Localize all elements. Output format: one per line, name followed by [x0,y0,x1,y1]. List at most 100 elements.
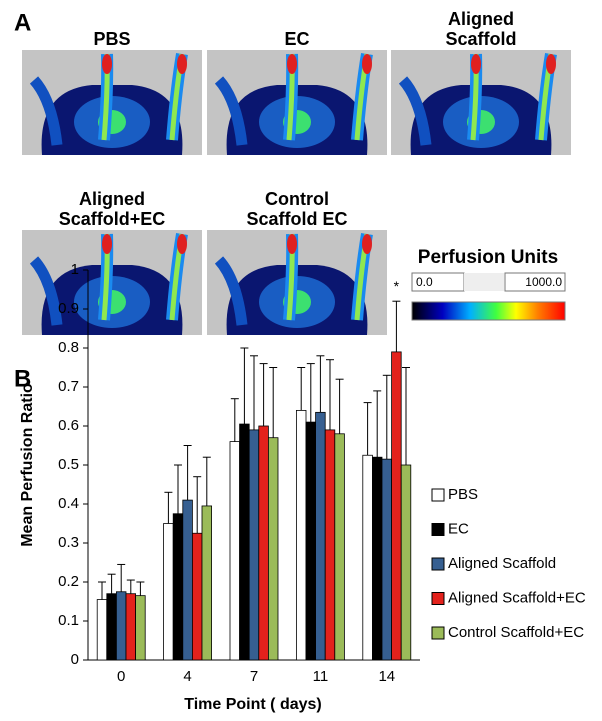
y-tick-label: 0.5 [58,456,79,473]
error-bar [392,300,401,352]
image-label: Scaffold [445,29,516,49]
y-tick-label: 0 [71,651,79,668]
bar [267,437,279,661]
bar [315,411,326,661]
legend-swatch [431,488,445,502]
y-tick-label: 0.3 [58,534,79,551]
bar [400,464,412,661]
panel-label: A [14,9,31,36]
y-tick-label: 1 [71,261,79,278]
x-tick-label: 0 [117,668,125,685]
vessel [398,76,432,146]
vessel-tip [362,234,372,254]
error-bar [297,367,306,411]
bar [258,425,269,661]
x-axis-title: Time Point ( days) [184,696,322,713]
y-tick-label: 0.9 [58,300,79,317]
bar [172,513,184,661]
y-tick-label: 0.6 [58,417,79,434]
error-bar [382,374,391,460]
vessel-tip [102,54,112,74]
error-bar [230,398,239,442]
bar [239,423,250,661]
vessel [29,76,63,146]
legend-swatch [431,557,445,571]
error-bar [335,378,344,434]
panel-label: B [14,365,31,392]
image-label: Aligned [448,9,514,29]
x-tick-label: 14 [378,668,395,685]
vessel-tip [471,54,481,74]
legend-swatch [431,523,445,536]
error-bar [174,464,182,514]
bar [381,458,393,661]
bar [248,429,260,661]
bar [295,409,307,661]
y-tick-label: 0.8 [58,339,79,356]
bar [371,456,383,661]
bar [305,421,317,661]
vessel [29,256,63,326]
error-bar [306,363,315,423]
x-tick-label: 7 [250,668,258,685]
image-label: PBS [93,29,130,49]
image-label: EC [284,29,309,49]
error-bar [126,579,135,594]
bar [125,593,137,661]
image-label: Scaffold EC [246,209,347,229]
image-label: Control [265,189,329,209]
y-tick-label: 0.4 [58,495,79,512]
vessel-tip [287,234,297,254]
bar [163,523,174,661]
error-bar [259,363,268,426]
colorbar-min: 0.0 [416,275,433,289]
error-bar [183,445,192,501]
colorbar-max-box [504,272,566,292]
error-bar [117,563,126,592]
error-bar [98,581,106,600]
error-bar [164,491,173,524]
y-tick-label: 0.1 [58,612,79,629]
bar [182,499,193,661]
bar [324,429,336,661]
bar [191,532,203,661]
perfusion-images: PBS ECAlignedScaffoldAlignedScaffold+ECCo… [22,9,571,335]
legend-label: Aligned Scaffold [448,555,556,572]
vessel-tip [287,54,297,74]
colorbar-title: Perfusion Units [418,247,558,268]
vessel-tip [177,54,187,74]
legend-label: Control Scaffold+EC [448,624,584,641]
colorbar-gap [464,273,504,291]
error-bar [326,359,334,430]
vessel [214,76,248,146]
vessel [214,256,248,326]
image-label: Aligned [79,189,145,209]
y-axis-title: Mean Perfusion Ratio [19,383,36,547]
bar [229,441,241,661]
vessel-tip [177,234,187,254]
bar [106,593,117,661]
annotation: * [394,278,400,294]
colorbar-max: 1000.0 [525,275,562,289]
error-bar [373,390,382,458]
error-bar [250,355,258,430]
error-bar [269,367,278,438]
colorbar [411,301,566,321]
vessel-tip [546,54,556,74]
error-bar [316,355,325,413]
y-tick-label: 0.7 [58,378,79,395]
legend-swatch [431,592,445,605]
image-label: Scaffold+EC [59,209,166,229]
x-tick-label: 4 [183,668,191,685]
vessel-tip [102,234,112,254]
x-tick-label: 11 [313,668,329,685]
bar [201,505,213,661]
bar [334,433,345,661]
error-bar [202,456,211,506]
legend-label: EC [448,520,469,537]
y-tick-label: 0.2 [58,573,79,590]
bar [362,454,373,661]
bar [116,591,127,661]
legend-label: PBS [448,486,478,503]
